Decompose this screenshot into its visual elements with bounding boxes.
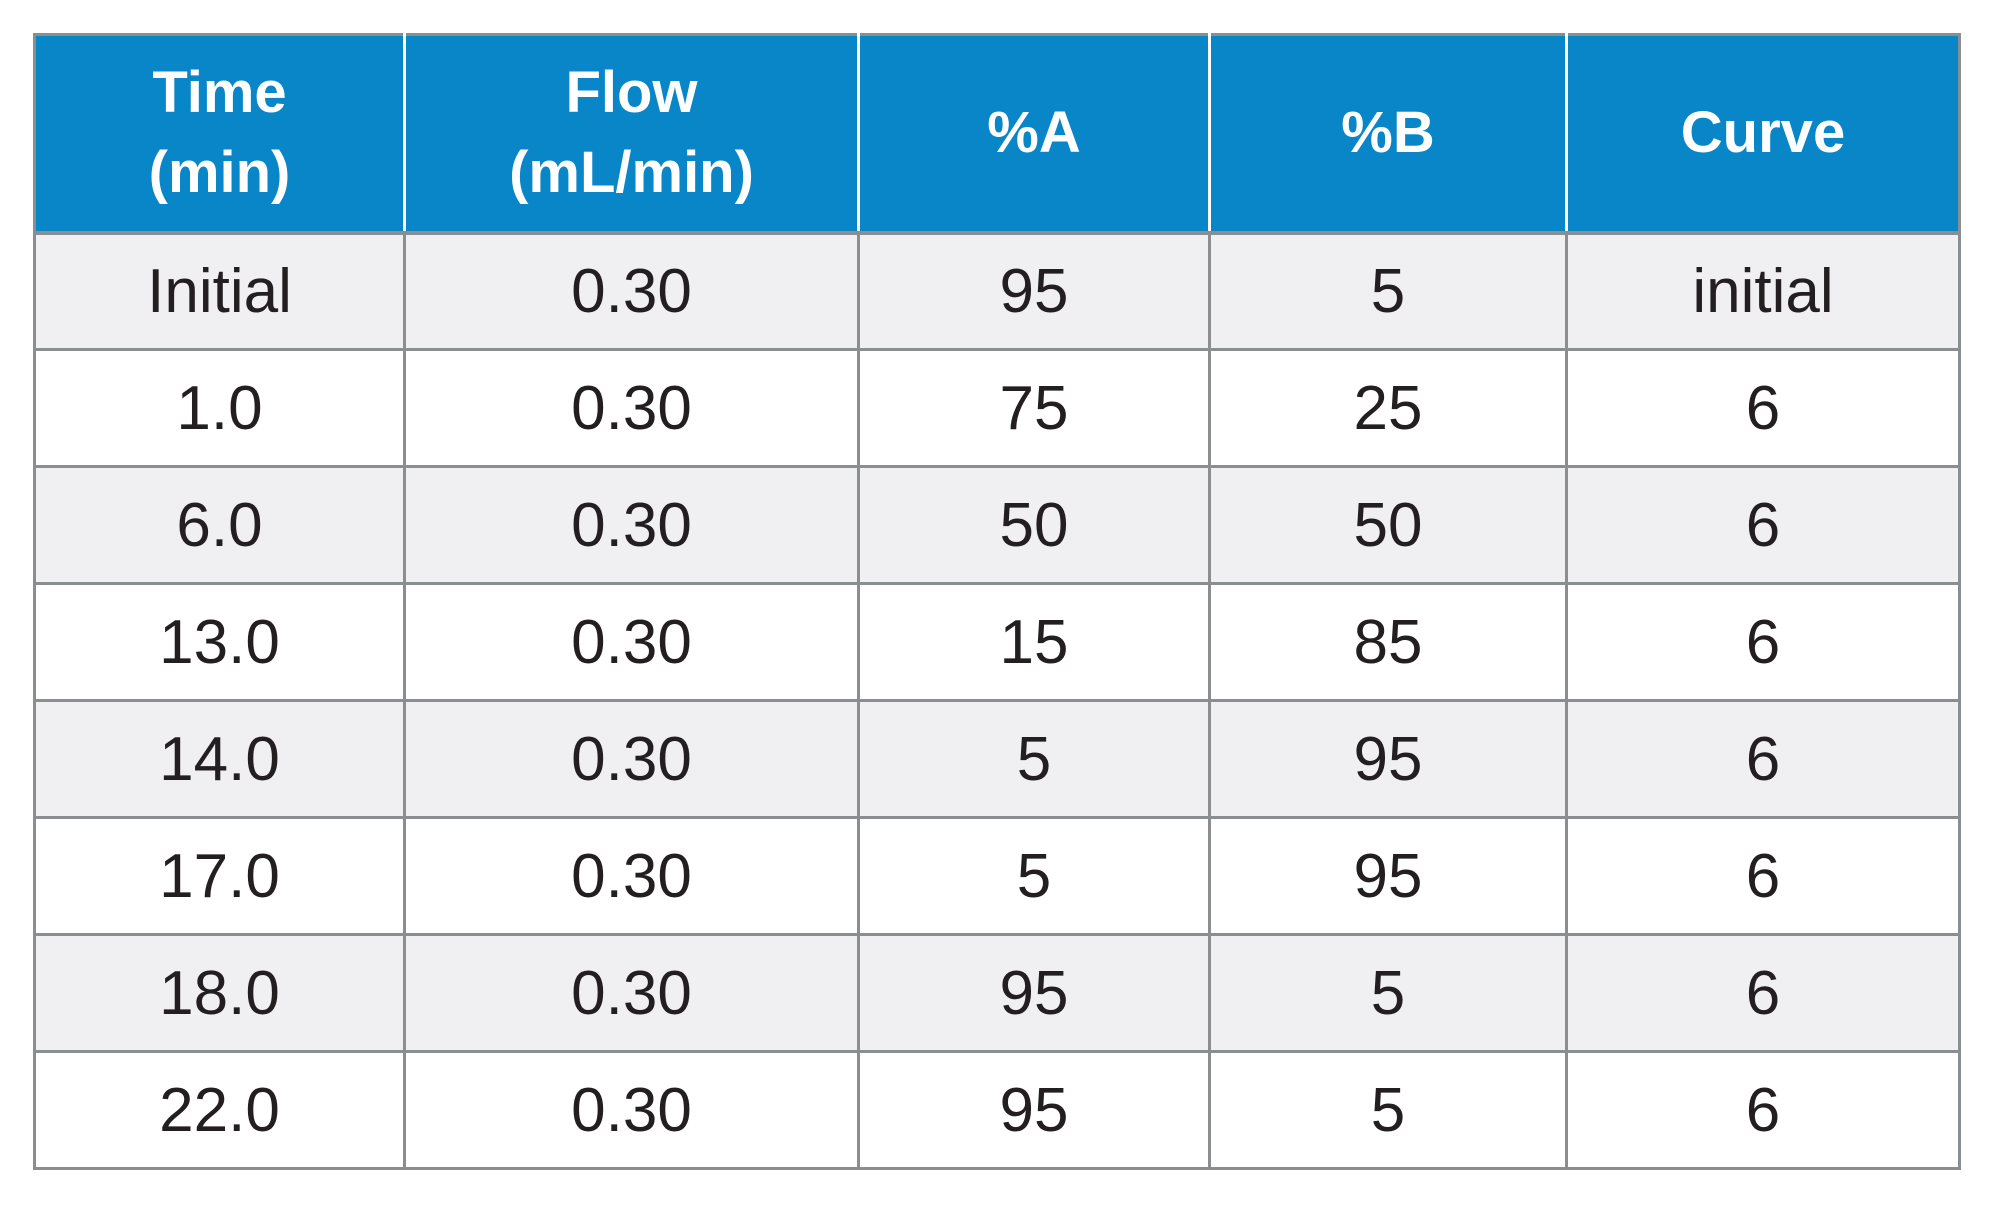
table-cell: 5 xyxy=(1208,231,1567,350)
table-row: 18.0 0.30 95 5 6 xyxy=(34,933,1960,1052)
table-cell: 6 xyxy=(1565,1050,1960,1169)
column-header-4: Curve xyxy=(1565,34,1960,235)
table-cell: 14.0 xyxy=(34,699,405,818)
table-cell: 0.30 xyxy=(403,816,859,935)
table-cell: 5 xyxy=(857,699,1210,818)
table-cell: 6 xyxy=(1565,816,1960,935)
table-cell: 6 xyxy=(1565,582,1960,701)
table-cell: 85 xyxy=(1208,582,1567,701)
column-header-label-line1: Time xyxy=(152,60,287,126)
table-cell: 6 xyxy=(1565,699,1960,818)
table-row: 22.0 0.30 95 5 6 xyxy=(34,1050,1960,1169)
table-row: 6.0 0.30 50 50 6 xyxy=(34,465,1960,584)
table-cell: 5 xyxy=(1208,1050,1567,1169)
table-cell: 0.30 xyxy=(403,933,859,1052)
column-header-label-line1: Curve xyxy=(1680,100,1846,166)
table-cell: 13.0 xyxy=(34,582,405,701)
table-body: Initial 0.30 95 5 initial 1.0 0.30 75 25 6 6.0 0.30… xyxy=(34,231,1960,1169)
column-header-label-line2: (min) xyxy=(148,140,291,206)
table-cell: 22.0 xyxy=(34,1050,405,1169)
table-cell: 95 xyxy=(857,231,1210,350)
table-row: Initial 0.30 95 5 initial xyxy=(34,231,1960,350)
table-cell: 17.0 xyxy=(34,816,405,935)
table-cell: 18.0 xyxy=(34,933,405,1052)
table-cell: 0.30 xyxy=(403,699,859,818)
table-cell: 5 xyxy=(1208,933,1567,1052)
table-row: 17.0 0.30 5 95 6 xyxy=(34,816,1960,935)
table-row: 1.0 0.30 75 25 6 xyxy=(34,348,1960,467)
table-cell: 5 xyxy=(857,816,1210,935)
table-cell: 15 xyxy=(857,582,1210,701)
table-cell: 0.30 xyxy=(403,348,859,467)
table-cell: Initial xyxy=(34,231,405,350)
table-cell: 1.0 xyxy=(34,348,405,467)
table-row: 14.0 0.30 5 95 6 xyxy=(34,699,1960,818)
column-header-label-line2: (mL/min) xyxy=(509,140,754,206)
table-cell: 95 xyxy=(857,933,1210,1052)
table-cell: 0.30 xyxy=(403,231,859,350)
table-cell: 6 xyxy=(1565,465,1960,584)
column-header-1: Flow (mL/min) xyxy=(403,34,859,235)
column-header-label-line1: %B xyxy=(1341,100,1435,166)
table-cell: 0.30 xyxy=(403,582,859,701)
column-header-label-line1: %A xyxy=(987,100,1081,166)
column-header-0: Time (min) xyxy=(34,34,405,235)
table-cell: 75 xyxy=(857,348,1210,467)
table-cell: 95 xyxy=(1208,699,1567,818)
table-cell: 0.30 xyxy=(403,465,859,584)
table-cell: 6 xyxy=(1565,933,1960,1052)
table-cell: 6 xyxy=(1565,348,1960,467)
table-cell: 95 xyxy=(1208,816,1567,935)
column-header-2: %A xyxy=(857,34,1210,235)
table-cell: 6.0 xyxy=(34,465,405,584)
column-header-label-line1: Flow xyxy=(565,60,698,126)
gradient-table: Time (min) Flow (mL/min) %A %B Curve Initial 0.… xyxy=(33,33,1961,1170)
table-cell: 0.30 xyxy=(403,1050,859,1169)
table-header: Time (min) Flow (mL/min) %A %B Curve xyxy=(34,34,1960,235)
table-cell: 50 xyxy=(857,465,1210,584)
table-cell: 95 xyxy=(857,1050,1210,1169)
table-row: 13.0 0.30 15 85 6 xyxy=(34,582,1960,701)
table-cell: 25 xyxy=(1208,348,1567,467)
table-cell: 50 xyxy=(1208,465,1567,584)
table-cell: initial xyxy=(1565,231,1960,350)
column-header-3: %B xyxy=(1208,34,1567,235)
table-header-row: Time (min) Flow (mL/min) %A %B Curve xyxy=(34,34,1960,235)
